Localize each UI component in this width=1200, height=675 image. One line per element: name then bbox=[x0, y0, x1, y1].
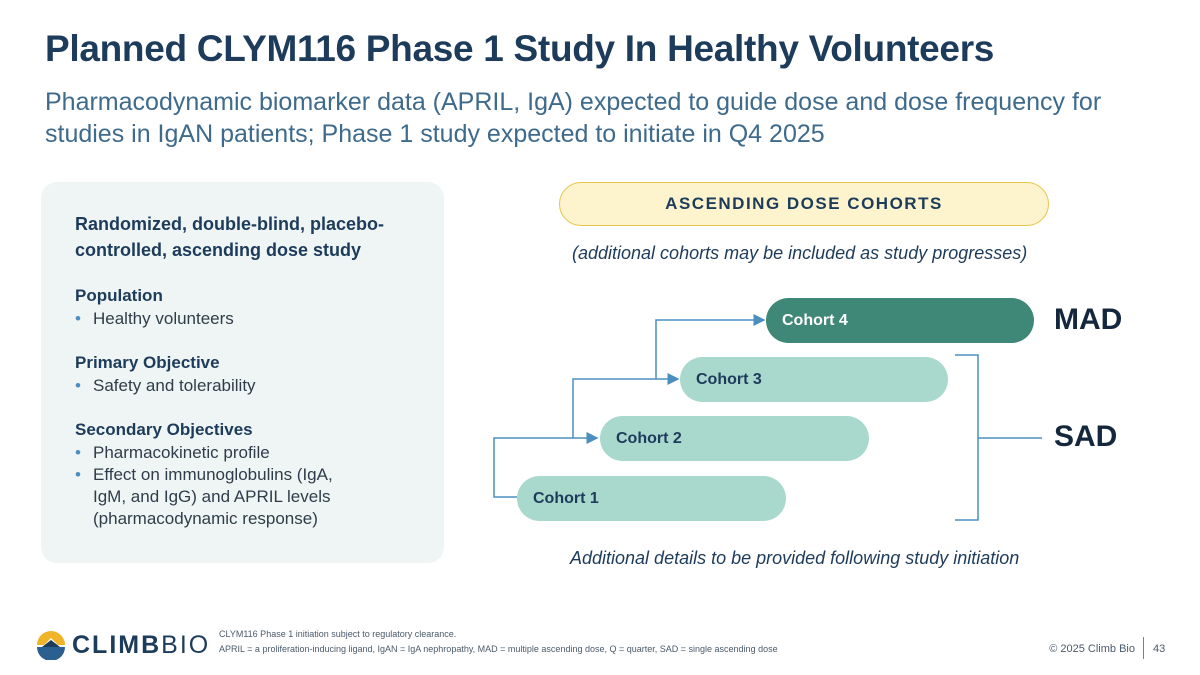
secondary-objective-item: • Effect on immunoglobulins (IgA, IgM, a… bbox=[75, 464, 343, 530]
logo-wordmark: CLIMBBIO bbox=[72, 631, 210, 660]
secondary-objective-item: • Pharmacokinetic profile bbox=[75, 442, 413, 464]
additional-details-note: Additional details to be provided follow… bbox=[570, 548, 1020, 568]
page-title: Planned CLYM116 Phase 1 Study In Healthy… bbox=[45, 28, 995, 69]
cohort-3-bar: Cohort 3 bbox=[680, 357, 948, 402]
cohort-2-bar: Cohort 2 bbox=[600, 416, 869, 461]
footnote-abbreviations: APRIL = a proliferation-inducing ligand,… bbox=[219, 644, 778, 654]
bullet-icon: • bbox=[75, 465, 81, 484]
sad-label: SAD bbox=[1054, 420, 1118, 453]
copyright: © 2025 Climb Bio bbox=[1049, 643, 1135, 655]
logo-bold-text: CLIMB bbox=[72, 630, 162, 659]
logo-light-text: BIO bbox=[161, 630, 211, 659]
page-subtitle: Pharmacodynamic biomarker data (APRIL, I… bbox=[45, 88, 1102, 148]
population-label: Population bbox=[75, 286, 163, 305]
additional-cohorts-note: (additional cohorts may be included as s… bbox=[572, 243, 1028, 263]
primary-objective-label: Primary Objective bbox=[75, 353, 220, 372]
page-number: 43 bbox=[1153, 643, 1166, 655]
secondary-objective-text: Pharmacokinetic profile bbox=[93, 443, 270, 462]
mountain-sun-icon bbox=[37, 631, 65, 660]
footnote-regulatory: CLYM116 Phase 1 initiation subject to re… bbox=[219, 629, 457, 639]
mad-label: MAD bbox=[1054, 303, 1123, 336]
connector-arrow-3-4 bbox=[655, 314, 766, 379]
climbbio-logo: CLIMBBIO bbox=[36, 630, 210, 660]
cohort-1-bar: Cohort 1 bbox=[517, 476, 786, 521]
connector-arrow-1-2 bbox=[493, 432, 599, 498]
primary-objective-item: • Safety and tolerability bbox=[75, 375, 413, 397]
primary-objective-text: Safety and tolerability bbox=[93, 376, 256, 395]
ascending-dose-cohorts-banner: ASCENDING DOSE COHORTS bbox=[559, 182, 1049, 226]
bullet-icon: • bbox=[75, 309, 81, 328]
sad-bracket bbox=[955, 354, 1042, 521]
secondary-objective-text: Effect on immunoglobulins (IgA, IgM, and… bbox=[93, 465, 333, 528]
study-design-heading: Randomized, double-blind, placebo-contro… bbox=[75, 214, 384, 260]
connector-arrow-2-3 bbox=[572, 373, 680, 438]
population-item: • Healthy volunteers bbox=[75, 308, 413, 330]
cohort-4-bar: Cohort 4 bbox=[766, 298, 1034, 343]
secondary-objectives-label: Secondary Objectives bbox=[75, 420, 253, 439]
footer-divider bbox=[1143, 637, 1144, 659]
study-design-panel: Randomized, double-blind, placebo-contro… bbox=[41, 182, 444, 563]
population-item-text: Healthy volunteers bbox=[93, 309, 234, 328]
bullet-icon: • bbox=[75, 376, 81, 395]
bullet-icon: • bbox=[75, 443, 81, 462]
